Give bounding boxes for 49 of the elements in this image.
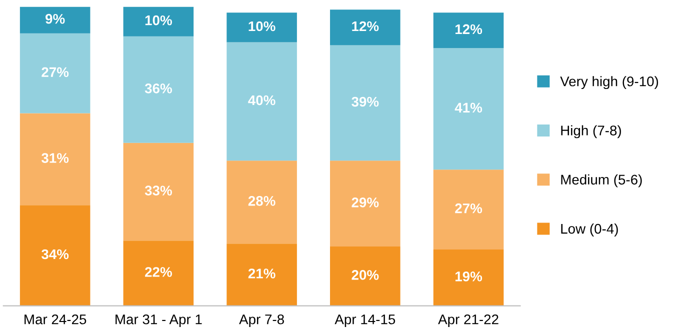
data-label: 29% [352, 198, 379, 208]
bar [20, 205, 90, 306]
legend-label: Low (0-4) [561, 224, 618, 236]
data-label: 34% [42, 249, 69, 260]
data-label: 41% [454, 102, 482, 113]
bar [226, 244, 297, 306]
bar [330, 45, 400, 161]
bar [433, 48, 504, 170]
data-label: 20% [352, 270, 379, 280]
legend-label: Very high (9-10) [560, 76, 658, 90]
bar [123, 36, 194, 143]
data-label: 40% [248, 95, 276, 106]
bar [20, 6, 90, 34]
bar [20, 113, 90, 206]
data-label: 28% [248, 196, 276, 206]
bar [330, 246, 400, 306]
bar [226, 160, 297, 244]
bar [20, 33, 90, 114]
legend-label: High (7-8) [561, 125, 621, 138]
data-label: 31% [42, 153, 69, 163]
bar [123, 240, 194, 306]
data-label: 12% [455, 24, 482, 34]
bar [226, 42, 297, 161]
bar [123, 142, 194, 241]
data-label: 27% [455, 203, 482, 214]
bar [433, 12, 504, 48]
x-tick-label: Apr 21-22 [438, 314, 498, 328]
data-label: 33% [144, 186, 172, 196]
bar [433, 250, 504, 306]
data-label: 22% [145, 267, 172, 277]
data-label: 21% [248, 268, 276, 278]
x-tick-label: Apr 14-15 [334, 314, 396, 328]
x-tick-label: Mar 31 - Apr 1 [116, 314, 202, 328]
data-label: 36% [144, 84, 172, 94]
data-label: 12% [352, 21, 379, 32]
data-label: 10% [145, 15, 172, 26]
bar [330, 10, 400, 46]
data-label: 19% [455, 272, 482, 282]
bar [330, 160, 400, 247]
bar [433, 170, 504, 250]
x-tick-label: Mar 24-25 [24, 314, 86, 324]
bar [123, 6, 194, 36]
legend-label: Medium (5-6) [561, 174, 642, 188]
data-label: 39% [352, 96, 379, 107]
data-label: 9% [46, 14, 65, 24]
data-label: 10% [248, 21, 276, 32]
x-tick-label: Apr 7-8 [239, 314, 284, 328]
bar [226, 12, 297, 42]
data-label: 27% [42, 67, 69, 78]
